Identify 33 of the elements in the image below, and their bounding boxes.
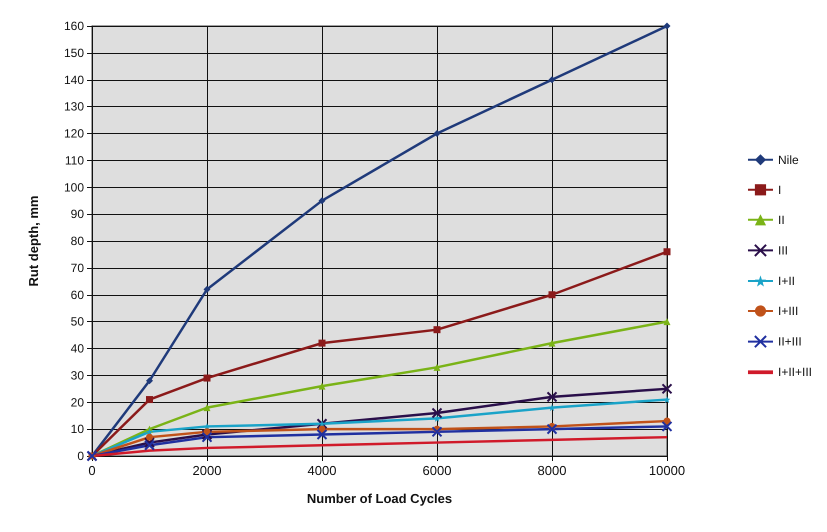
y-tick-label: 40 [70, 342, 84, 356]
x-tick-label: 4000 [308, 463, 336, 478]
legend-label: II+III [778, 334, 802, 349]
y-tick-label: 20 [70, 395, 84, 410]
y-tick-label: 90 [70, 207, 84, 222]
y-tick-label: 110 [64, 153, 84, 168]
y-tick-label: 130 [64, 100, 84, 114]
y-tick-label: 150 [64, 46, 84, 60]
y-tick-label: 100 [64, 180, 84, 194]
legend-label: I+II+III [778, 365, 812, 380]
y-tick-label: 50 [70, 314, 84, 329]
x-axis-title: Number of Load Cycles [306, 491, 452, 506]
y-tick-label: 30 [70, 368, 84, 382]
legend-label: I+III [778, 304, 798, 318]
x-tick-label: 2000 [192, 463, 222, 478]
y-tick-label: 0 [77, 449, 84, 463]
x-tick-label: 6000 [422, 463, 452, 478]
legend-label: Nile [778, 152, 799, 167]
x-tick-label: 10000 [648, 463, 686, 478]
x-tick-label: 0 [88, 463, 96, 478]
y-tick-label: 120 [64, 126, 84, 140]
y-tick-label: 140 [64, 72, 84, 87]
legend-label: II [778, 212, 785, 227]
x-tick-label: 8000 [538, 463, 566, 478]
legend-label: I+II [778, 274, 795, 288]
y-tick-label: 60 [70, 288, 84, 302]
y-tick-label: 160 [64, 19, 84, 33]
legend-label: I [778, 182, 782, 197]
y-tick-label: 10 [70, 422, 84, 436]
y-tick-label: 70 [70, 260, 84, 275]
y-axis-title: Rut depth, mm [26, 196, 41, 286]
legend-label: III [778, 243, 788, 258]
y-tick-label: 80 [70, 234, 84, 248]
